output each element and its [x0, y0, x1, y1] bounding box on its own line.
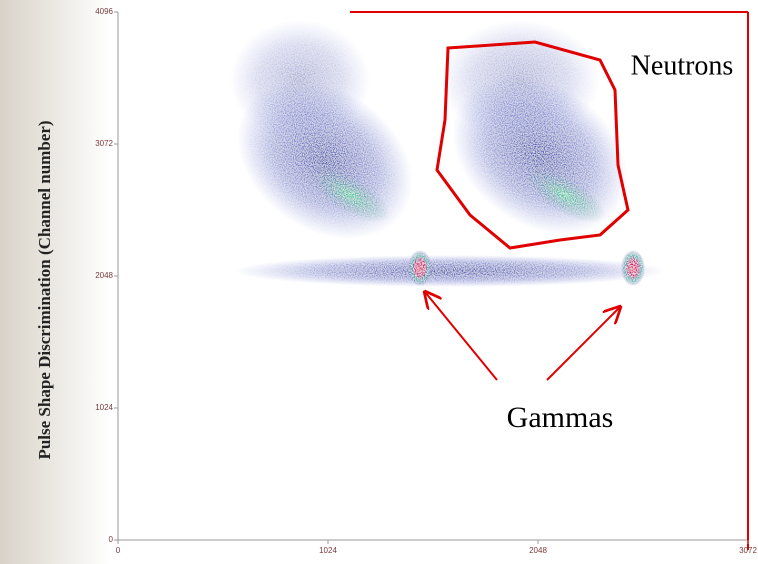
x-tick-label: 0 — [116, 546, 121, 555]
y-tick-label: 2048 — [95, 271, 113, 280]
arrow — [546, 307, 620, 381]
y-axis-label: Pulse Shape Discrimination (Channel numb… — [35, 120, 54, 459]
y-tick-label: 0 — [109, 535, 114, 544]
annotation: Neutrons — [631, 50, 734, 81]
x-tick-label: 2048 — [529, 546, 547, 555]
y-tick-label: 4096 — [95, 7, 113, 16]
y-tick-label: 1024 — [95, 403, 113, 412]
background — [0, 0, 110, 564]
x-tick-label: 3072 — [739, 546, 757, 555]
density-cloud — [230, 20, 665, 287]
y-tick-label: 3072 — [95, 139, 113, 148]
x-tick-label: 1024 — [319, 546, 337, 555]
arrow — [425, 292, 498, 381]
neutron-region — [435, 40, 630, 250]
annotation: Gammas — [507, 401, 614, 434]
